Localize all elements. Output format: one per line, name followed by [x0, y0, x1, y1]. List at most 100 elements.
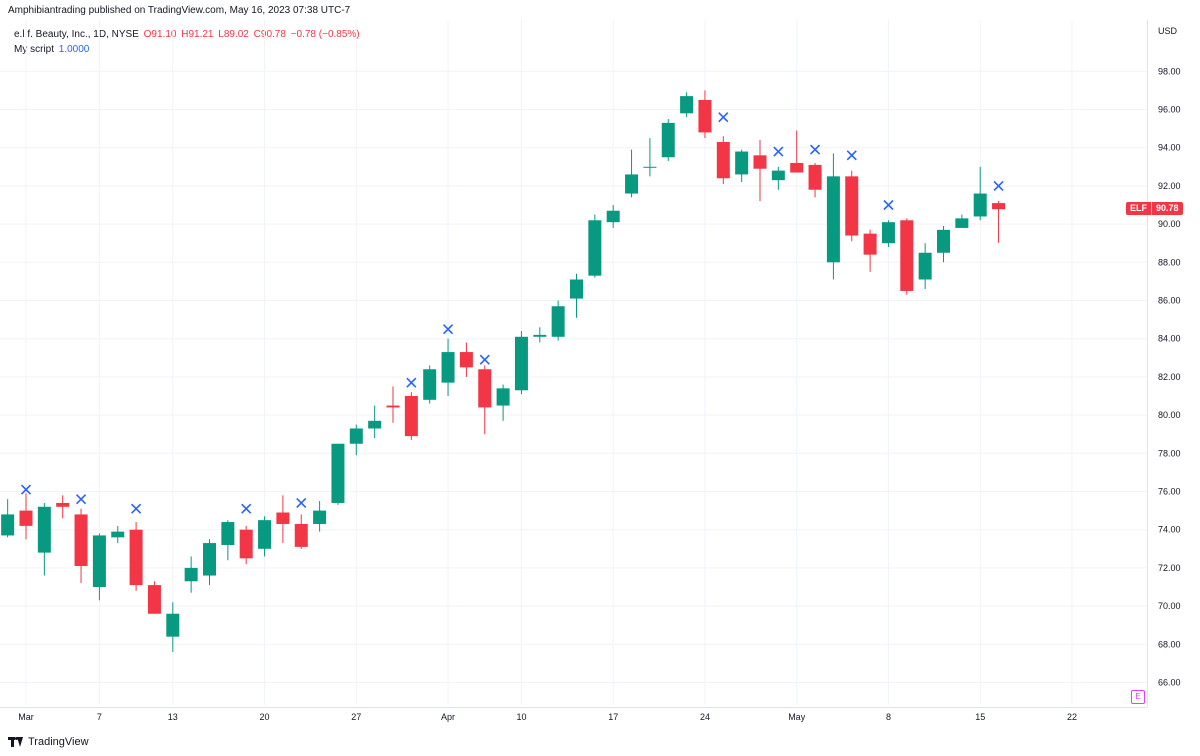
y-tick-label: 86.00: [1158, 296, 1181, 306]
y-tick-label: 94.00: [1158, 143, 1181, 153]
tradingview-logo-icon: [8, 737, 24, 747]
candle-down[interactable]: [808, 164, 822, 190]
y-tick-label: 96.00: [1158, 105, 1181, 115]
candle-down[interactable]: [147, 585, 161, 614]
x-tick-label: 17: [608, 712, 618, 722]
candle-down[interactable]: [992, 203, 1006, 210]
candle-up[interactable]: [661, 122, 675, 158]
candle-up[interactable]: [221, 522, 235, 545]
candle-up[interactable]: [826, 176, 840, 263]
signal-marker: [406, 377, 417, 388]
candle-down[interactable]: [56, 502, 70, 507]
legend-open: O91.10: [143, 29, 177, 40]
currency-label[interactable]: USD: [1158, 26, 1178, 36]
candle-up[interactable]: [680, 96, 694, 114]
y-tick-label: 92.00: [1158, 181, 1181, 191]
candle-up[interactable]: [570, 279, 583, 299]
candle-up[interactable]: [92, 535, 106, 587]
candle-down[interactable]: [716, 141, 730, 179]
candle-down[interactable]: [404, 396, 418, 437]
candle-up[interactable]: [625, 174, 639, 194]
signal-marker: [883, 199, 894, 211]
y-tick-label: 90.00: [1158, 219, 1181, 229]
footer-brand[interactable]: TradingView: [8, 736, 89, 748]
chart-legend: e.l.f. Beauty, Inc., 1D, NYSE O91.10 H91…: [14, 27, 362, 57]
candle-up[interactable]: [937, 229, 950, 253]
candle-up[interactable]: [258, 520, 272, 549]
x-tick-label: May: [788, 712, 806, 722]
x-tick-label: 27: [351, 712, 361, 722]
y-tick-label: 70.00: [1158, 601, 1181, 611]
legend-symbol[interactable]: e.l.f. Beauty, Inc., 1D, NYSE: [14, 29, 139, 40]
signal-marker: [131, 503, 142, 514]
legend-script-value: 1.0000: [58, 44, 90, 55]
candle-up[interactable]: [551, 306, 565, 337]
candle-down[interactable]: [276, 512, 290, 524]
x-tick-label: Apr: [441, 712, 455, 722]
signal-marker: [846, 150, 857, 161]
candle-up[interactable]: [184, 567, 198, 582]
y-tick-label: 88.00: [1158, 257, 1181, 267]
y-tick-label: 76.00: [1158, 487, 1181, 497]
candle-up[interactable]: [111, 531, 125, 538]
x-tick-label: Mar: [18, 712, 34, 722]
legend-high: H91.21: [181, 29, 214, 40]
candle-down[interactable]: [239, 529, 253, 559]
signal-marker: [241, 503, 252, 514]
candle-up[interactable]: [918, 252, 932, 280]
candle-up[interactable]: [533, 334, 547, 337]
earnings-badge[interactable]: E: [1131, 690, 1145, 704]
y-tick-label: 80.00: [1158, 410, 1181, 420]
chart-area[interactable]: 66.00 68.00 70.00 72.00 74.00 76.00 78.00 80.00…: [0, 20, 1200, 732]
x-tick-label: 20: [260, 712, 270, 722]
candle-up[interactable]: [588, 220, 602, 276]
legend-close: C90.78: [253, 29, 286, 40]
candle-down[interactable]: [19, 510, 33, 526]
candle-up[interactable]: [349, 428, 363, 444]
candle-up[interactable]: [203, 543, 216, 576]
candle-down[interactable]: [74, 514, 88, 566]
x-tick-label: 24: [700, 712, 710, 722]
candle-down[interactable]: [459, 352, 473, 368]
candle-up[interactable]: [643, 166, 657, 168]
x-tick-label: 22: [1067, 712, 1077, 722]
candle-down[interactable]: [845, 176, 859, 236]
candle-down[interactable]: [386, 405, 400, 408]
candle-up[interactable]: [496, 388, 510, 406]
candle-up[interactable]: [368, 420, 382, 429]
candle-down[interactable]: [863, 233, 877, 255]
legend-script-name[interactable]: My script: [14, 44, 54, 55]
candle-down[interactable]: [478, 369, 492, 408]
signal-marker: [773, 146, 784, 157]
signal-marker: [809, 144, 821, 155]
candle-up[interactable]: [1, 514, 15, 536]
candle-up[interactable]: [166, 613, 180, 637]
candlestick-chart[interactable]: 66.00 68.00 70.00 72.00 74.00 76.00 78.00 80.00…: [0, 20, 1200, 732]
y-tick-label: 72.00: [1158, 563, 1181, 573]
candle-down[interactable]: [900, 220, 914, 291]
candle-down[interactable]: [294, 523, 308, 547]
candle-down[interactable]: [698, 99, 712, 133]
x-tick-label: 15: [975, 712, 985, 722]
candle-up[interactable]: [955, 218, 969, 228]
candle-down[interactable]: [790, 162, 804, 173]
candle-up[interactable]: [313, 510, 327, 524]
candle-down[interactable]: [129, 529, 143, 586]
candle-up[interactable]: [514, 336, 528, 391]
candle-up[interactable]: [881, 222, 895, 244]
y-tick-label: 66.00: [1158, 678, 1181, 688]
candle-up[interactable]: [735, 151, 749, 175]
candle-up[interactable]: [331, 443, 345, 503]
candle-up[interactable]: [423, 369, 437, 400]
price-tag-value: 90.78: [1156, 203, 1179, 213]
candle-up[interactable]: [771, 170, 785, 181]
candle-up[interactable]: [441, 352, 455, 383]
signal-marker: [442, 324, 454, 335]
candle-up[interactable]: [37, 506, 51, 553]
signal-marker: [479, 354, 490, 365]
candle-down[interactable]: [753, 155, 767, 169]
y-tick-label: 84.00: [1158, 334, 1181, 344]
candle-up[interactable]: [973, 193, 987, 217]
candle-up[interactable]: [606, 210, 620, 223]
last-price-tag: ELF 90.78: [1126, 202, 1183, 215]
